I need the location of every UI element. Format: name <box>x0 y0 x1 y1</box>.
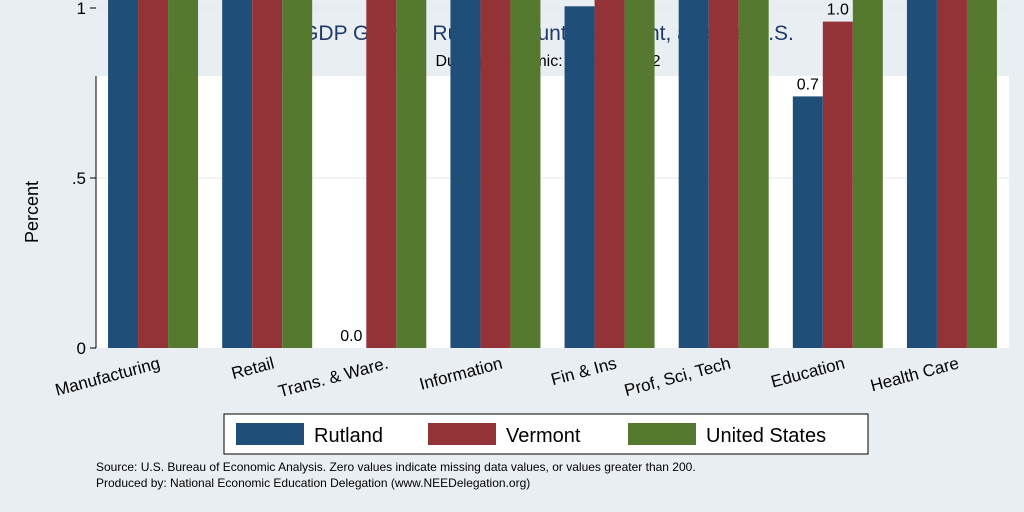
bar <box>792 96 823 349</box>
legend-label: Vermont <box>506 425 581 447</box>
category-labels: Manufacturing Retail Trans. & Ware. Informa… <box>53 354 961 402</box>
category-label: Manufacturing <box>53 354 162 400</box>
data-label: 0.0 <box>340 328 362 345</box>
bar <box>366 0 397 348</box>
category-label: Retail <box>229 354 276 384</box>
legend-swatch <box>428 423 496 445</box>
bar <box>480 0 511 349</box>
bar <box>822 21 853 348</box>
legend: Rutland Vermont United States <box>223 413 869 455</box>
bar <box>222 0 253 349</box>
data-label: 1.0 <box>827 2 849 19</box>
y-axis-label: Percent <box>22 181 42 243</box>
bar <box>678 0 709 348</box>
data-label: 1.0 <box>568 0 590 3</box>
bar <box>108 0 139 348</box>
bar <box>450 0 481 348</box>
category-label: Information <box>417 354 504 394</box>
y-tick-label: .5 <box>72 169 86 188</box>
category-label: Trans. & Ware. <box>276 354 390 402</box>
bars <box>108 0 997 349</box>
bar <box>510 0 541 348</box>
bar <box>708 0 739 348</box>
category-label: Prof, Sci, Tech <box>622 354 732 401</box>
data-label: 0.7 <box>797 76 819 93</box>
bar <box>936 0 967 349</box>
y-tick-label: 0 <box>77 339 86 358</box>
bar <box>852 0 883 348</box>
legend-label: United States <box>706 425 826 447</box>
bar <box>564 6 595 349</box>
legend-label: Rutland <box>314 425 383 447</box>
legend-swatch <box>236 423 304 445</box>
bar <box>624 0 655 349</box>
bar <box>168 0 199 348</box>
category-label: Fin & Ins <box>549 354 619 390</box>
legend-swatch <box>628 423 696 445</box>
category-label: Health Care <box>868 354 961 396</box>
source-note: Source: U.S. Bureau of Economic Analysis… <box>96 460 696 474</box>
bar <box>966 0 997 348</box>
bar <box>282 0 313 348</box>
bar <box>594 0 625 348</box>
y-axis-ticks: 0.511.5 <box>72 0 96 358</box>
producer-note: Produced by: National Economic Education… <box>96 476 530 490</box>
bar <box>396 0 427 349</box>
bar <box>906 0 937 348</box>
y-tick-label: 1 <box>77 0 86 18</box>
category-label: Education <box>769 354 847 392</box>
bar <box>138 0 169 348</box>
bar <box>252 0 283 349</box>
bar <box>738 0 769 348</box>
data-labels: 1.11.11.21.21.31.30.01.21.31.31.21.21.01… <box>340 0 849 345</box>
legend-box <box>223 413 869 455</box>
